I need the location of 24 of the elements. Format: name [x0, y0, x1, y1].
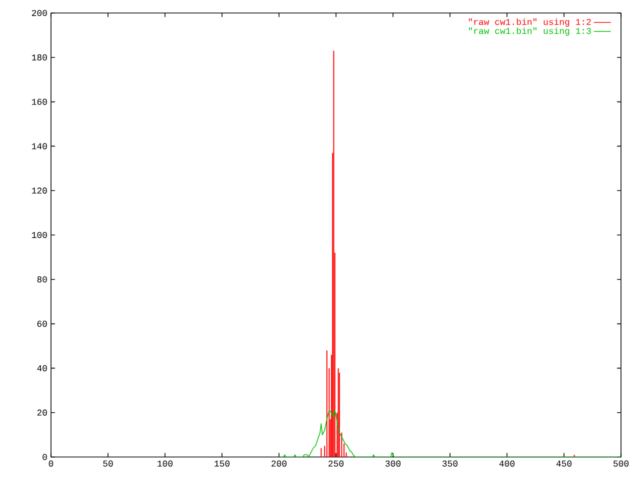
y-tick-label: 100	[32, 232, 47, 238]
y-tick-label: 60	[37, 320, 47, 327]
y-tick-label: 140	[32, 143, 47, 150]
y-tick-label: 180	[32, 54, 47, 60]
y-tick-label: 200	[32, 10, 47, 16]
y-tick-label: 20	[37, 410, 47, 416]
x-tick-label: 150	[214, 460, 230, 467]
y-tick-label: 120	[32, 188, 47, 194]
x-tick-label: 50	[103, 460, 113, 467]
y-tick-label: 80	[37, 276, 47, 282]
x-tick-label: 300	[385, 460, 401, 467]
y-tick-label: 160	[32, 98, 47, 105]
x-tick-label: 200	[272, 460, 287, 467]
x-tick-label: 250	[328, 460, 344, 467]
x-tick-label: 400	[499, 460, 515, 467]
x-tick-label: 100	[158, 460, 173, 467]
y-tick-label: 0	[42, 454, 47, 460]
x-tick-label: 0	[48, 460, 54, 467]
legend-label: "raw cw1.bin" using 1:3	[468, 27, 591, 36]
legend-label: "raw cw1.bin" using 1:2	[468, 18, 591, 27]
y-tick-label: 40	[37, 365, 47, 372]
x-tick-label: 450	[556, 460, 572, 467]
x-tick-label: 350	[442, 460, 458, 467]
x-tick-label: 500	[613, 460, 629, 467]
